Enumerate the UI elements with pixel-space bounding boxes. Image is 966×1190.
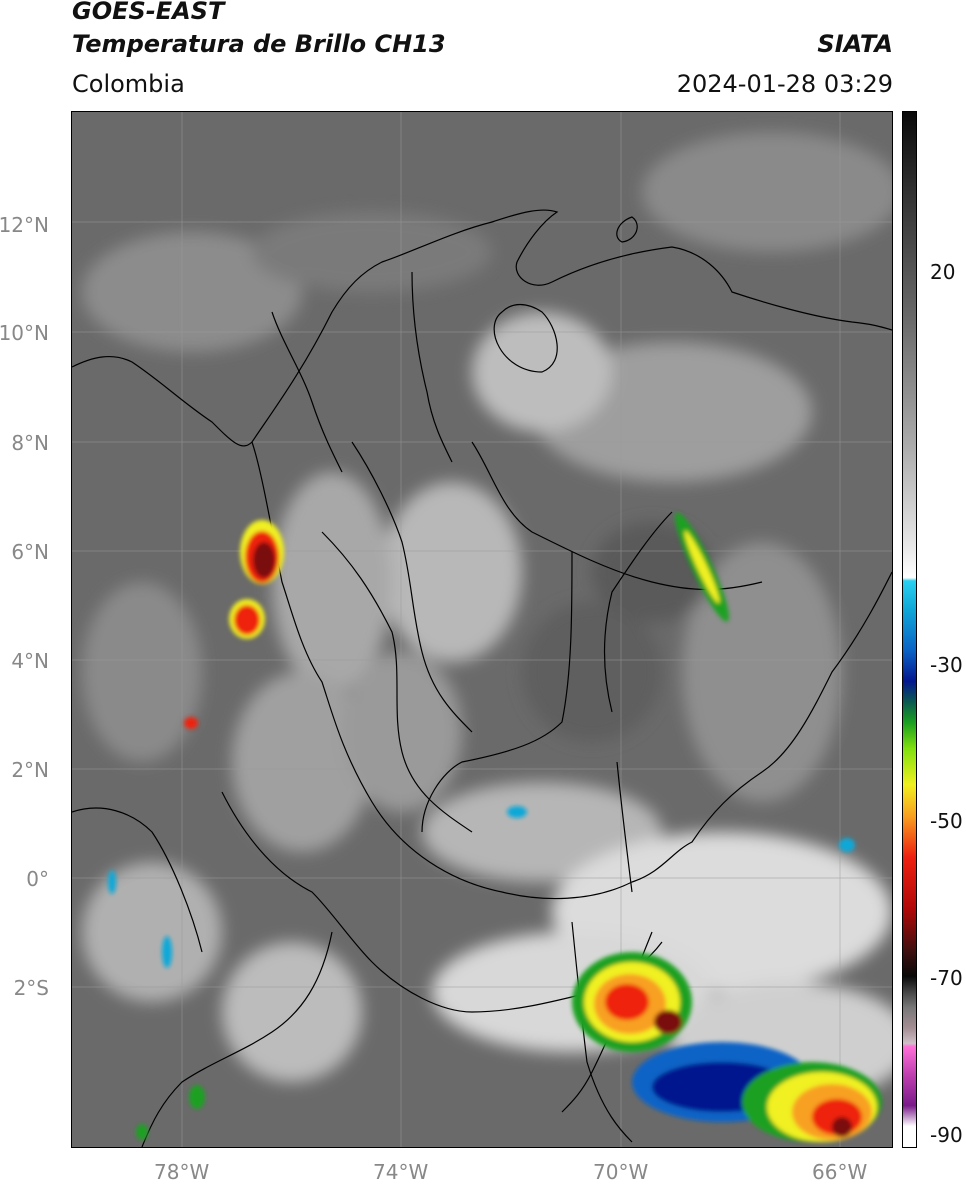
borders <box>71 209 893 1148</box>
region-label: Colombia <box>72 70 185 98</box>
lon-label: 74°W <box>373 1160 429 1184</box>
satellite-map[interactable] <box>71 111 912 1148</box>
datetime-label: 2024-01-28 03:29 <box>676 70 893 98</box>
colorbar-tick: -50 <box>930 809 963 833</box>
cloud-field <box>82 132 912 1102</box>
lat-label: 2°S <box>13 976 49 1000</box>
colorbar <box>902 111 917 1148</box>
lat-label: 2°N <box>11 758 49 782</box>
lat-label: 6°N <box>11 540 49 564</box>
lon-label: 66°W <box>812 1160 868 1184</box>
lat-label: 8°N <box>11 431 49 455</box>
lat-label: 0° <box>26 867 49 891</box>
colorbar-tick: -90 <box>930 1123 963 1147</box>
lat-label: 12°N <box>0 213 49 237</box>
lon-label: 78°W <box>154 1160 210 1184</box>
lon-label: 70°W <box>593 1160 649 1184</box>
colorbar-tick: -70 <box>930 966 963 990</box>
colorbar-tick: -30 <box>930 653 963 677</box>
map-image <box>71 112 912 1148</box>
colorbar-tick: 20 <box>930 260 956 284</box>
brand-label: SIATA <box>817 30 893 58</box>
lat-label: 10°N <box>0 321 49 345</box>
satellite-title: GOES-EAST <box>72 0 225 25</box>
storm-cells <box>108 512 882 1142</box>
product-title: Temperatura de Brillo CH13 <box>72 30 446 58</box>
graticule <box>72 112 892 1147</box>
lat-label: 4°N <box>11 649 49 673</box>
